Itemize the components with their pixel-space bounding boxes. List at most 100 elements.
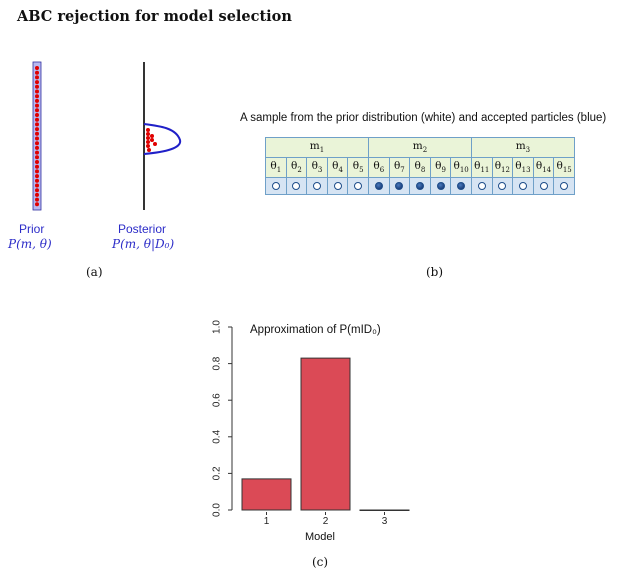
theta-index: 9 — [441, 166, 446, 175]
prior-particle — [35, 66, 39, 70]
particle-cell — [388, 177, 411, 195]
theta-index: 4 — [338, 166, 343, 175]
prior-particle — [35, 160, 39, 164]
prior-particle — [35, 150, 39, 155]
posterior-particle — [146, 136, 150, 140]
prior-particle — [35, 89, 39, 94]
particle-cell — [347, 177, 369, 195]
theta-symbol: θ — [494, 160, 502, 173]
theta-symbol: θ — [311, 160, 318, 173]
theta-cell: θ5 — [347, 157, 369, 178]
particle-cell — [265, 177, 287, 195]
theta-index: 13 — [521, 166, 531, 175]
theta-cell: θ4 — [326, 157, 349, 178]
posterior-particle — [146, 128, 150, 132]
theta-index: 14 — [542, 166, 552, 175]
posterior-particle — [146, 144, 150, 148]
posterior-particle — [146, 132, 150, 136]
prior-particle — [333, 182, 342, 190]
theta-index: 15 — [562, 166, 572, 175]
accepted-particle — [415, 182, 424, 190]
prior-particle — [539, 182, 548, 190]
prior-particle — [35, 108, 39, 113]
accepted-particle — [457, 182, 466, 190]
theta-index: 11 — [480, 166, 490, 175]
theta-symbol: θ — [352, 160, 360, 173]
prior-particle — [498, 182, 507, 190]
theta-symbol: θ — [373, 160, 380, 173]
particle-row — [265, 177, 575, 195]
theta-index: 12 — [501, 166, 510, 175]
model-name: m — [309, 140, 320, 153]
theta-index: 2 — [297, 166, 302, 175]
model-index: 3 — [525, 146, 531, 155]
prior-particle — [35, 178, 39, 183]
x-tick-label: 3 — [382, 516, 388, 527]
prior-particle — [35, 141, 39, 146]
prior-particle — [35, 80, 39, 85]
particle-cell — [470, 177, 493, 195]
prior-particle — [35, 164, 39, 169]
x-axis-label: Model — [305, 531, 335, 543]
theta-symbol: θ — [556, 160, 563, 173]
posterior-particle — [153, 142, 157, 146]
theta-cell: θ9 — [429, 157, 452, 178]
posterior-particle — [146, 140, 150, 144]
model-cell: m1 — [265, 137, 369, 158]
particle-cell — [429, 177, 452, 195]
theta-symbol: θ — [393, 160, 401, 173]
theta-index: 6 — [379, 166, 385, 175]
theta-symbol: θ — [290, 160, 298, 173]
panel-b-caption: A sample from the prior distribution (wh… — [240, 112, 607, 124]
theta-row: θ1 θ2 θ3 θ4 θ5 θ6 θ7 θ8 θ9 θ10 θ11 θ12 θ13 θ14 θ15 — [265, 157, 575, 178]
panel-b-tag: (b) — [426, 265, 444, 279]
particle-cell — [367, 177, 390, 195]
posterior-particle — [147, 148, 151, 152]
particle-cell — [491, 177, 514, 195]
prior-particle — [518, 182, 527, 190]
bar-model-1 — [241, 478, 292, 511]
x-tick-label: 1 — [264, 516, 270, 527]
posterior-dots — [146, 128, 157, 152]
prior-particle — [35, 131, 39, 136]
prior-dots — [35, 66, 39, 207]
prior-particle — [35, 122, 39, 127]
prior-particle — [35, 169, 39, 174]
particle-cell — [512, 177, 534, 195]
prior-particle — [560, 182, 569, 190]
theta-symbol: θ — [414, 160, 421, 173]
prior-particle — [35, 117, 39, 122]
accepted-particle — [436, 182, 445, 190]
prior-formula: P(m, θ) — [8, 237, 52, 251]
posterior-particle — [150, 134, 154, 138]
y-tick-label: 0.0 — [212, 503, 223, 517]
prior-particle — [35, 75, 39, 80]
panel-c-tag: (c) — [312, 555, 329, 569]
prior-particle — [35, 103, 39, 108]
prior-label: Prior — [19, 222, 45, 236]
prior-particle — [35, 155, 39, 160]
panel-a-tag: (a) — [86, 265, 103, 279]
model-row: m1 m2 m3 — [265, 137, 575, 158]
y-tick-label: 0.2 — [212, 466, 223, 480]
model-name: m — [412, 140, 423, 153]
theta-cell: θ12 — [491, 157, 514, 178]
theta-symbol: θ — [453, 160, 460, 173]
particle-cell — [553, 177, 575, 195]
theta-symbol: θ — [474, 160, 481, 173]
y-tick-label: 0.8 — [212, 356, 223, 370]
theta-cell: θ1 — [265, 157, 287, 178]
prior-particle — [35, 188, 39, 193]
prior-particle — [35, 197, 39, 202]
theta-index: 5 — [359, 166, 364, 175]
theta-symbol: θ — [515, 160, 522, 173]
theta-index: 10 — [459, 166, 469, 175]
prior-particle — [35, 113, 39, 117]
model-index: 2 — [422, 146, 428, 155]
particle-cell — [285, 177, 308, 195]
accepted-particle — [395, 182, 404, 190]
posterior-curve — [143, 123, 182, 155]
bar-model-2 — [300, 357, 351, 511]
theta-index: 1 — [276, 166, 282, 175]
